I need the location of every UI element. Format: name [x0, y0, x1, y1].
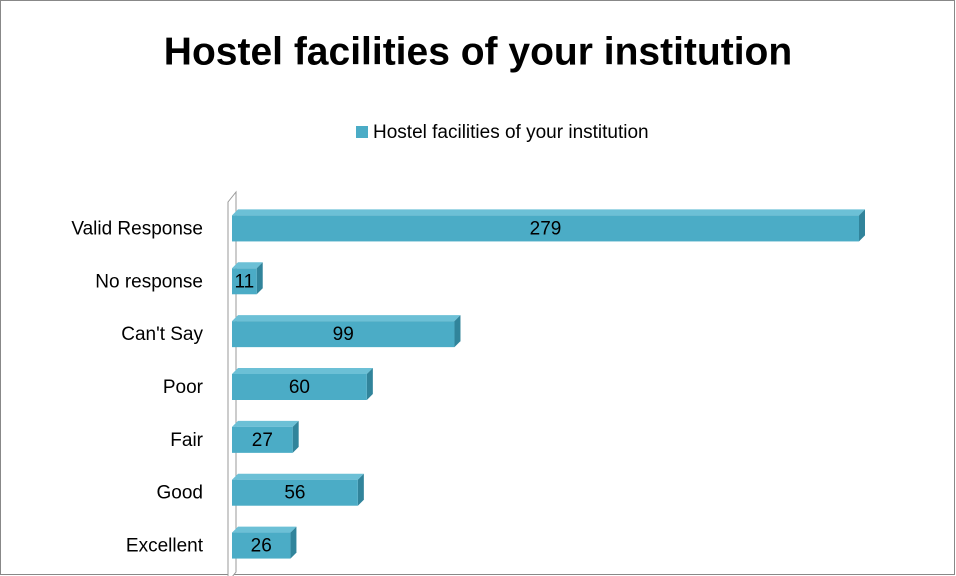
bar	[232, 209, 865, 242]
y-tick-label: Valid Response	[71, 218, 203, 239]
bar	[232, 368, 373, 400]
bar-front	[232, 374, 367, 400]
bar-top	[232, 526, 297, 533]
y-tick-label: Excellent	[126, 536, 204, 557]
bar-side	[290, 526, 297, 559]
bar	[232, 315, 461, 348]
bar-side	[454, 315, 461, 348]
bar-top	[232, 368, 373, 374]
bar-top	[232, 315, 461, 322]
bar-side	[292, 420, 299, 453]
bar	[232, 526, 297, 559]
data-label: 27	[252, 430, 273, 451]
bar	[232, 473, 364, 506]
bar-front	[232, 268, 257, 295]
data-label: 99	[333, 324, 354, 345]
bar-top	[232, 209, 865, 216]
bar-front	[232, 479, 358, 506]
y-tick-label: Good	[157, 483, 203, 504]
bar	[232, 262, 263, 295]
y-tick-label: Poor	[163, 377, 204, 398]
bar-front	[232, 321, 455, 348]
bar-side	[859, 209, 865, 242]
data-label: 279	[530, 218, 562, 239]
bar-side	[357, 473, 364, 506]
bar-side	[256, 262, 263, 295]
legend-label: Hostel facilities of your institution	[373, 122, 649, 143]
data-label: 60	[289, 377, 310, 398]
y-tick-label: No response	[95, 271, 203, 292]
bar-front	[232, 426, 293, 453]
bar-front	[232, 532, 291, 559]
y-tick-label: Can't Say	[121, 324, 203, 345]
data-label: 56	[284, 483, 305, 504]
data-label: 11	[234, 271, 254, 292]
bar-side	[366, 368, 373, 400]
bar-front	[232, 215, 859, 242]
y-tick-label: Fair	[170, 430, 203, 451]
data-label: 26	[251, 536, 272, 557]
bar-top	[232, 473, 364, 480]
bar	[232, 420, 299, 453]
bar-top	[232, 262, 263, 269]
legend-swatch	[356, 126, 368, 138]
bar-top	[232, 420, 299, 427]
chart-title: Hostel facilities of your institution	[164, 30, 792, 73]
